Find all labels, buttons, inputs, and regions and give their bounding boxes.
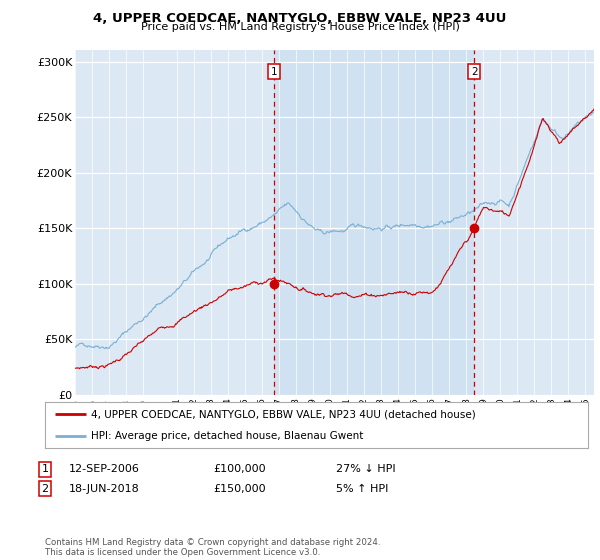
- Text: 5% ↑ HPI: 5% ↑ HPI: [336, 484, 388, 494]
- Text: Price paid vs. HM Land Registry's House Price Index (HPI): Price paid vs. HM Land Registry's House …: [140, 22, 460, 32]
- Text: 18-JUN-2018: 18-JUN-2018: [69, 484, 140, 494]
- Text: Contains HM Land Registry data © Crown copyright and database right 2024.
This d: Contains HM Land Registry data © Crown c…: [45, 538, 380, 557]
- Text: 1: 1: [41, 464, 49, 474]
- Text: HPI: Average price, detached house, Blaenau Gwent: HPI: Average price, detached house, Blae…: [91, 431, 364, 441]
- Text: 4, UPPER COEDCAE, NANTYGLO, EBBW VALE, NP23 4UU: 4, UPPER COEDCAE, NANTYGLO, EBBW VALE, N…: [94, 12, 506, 25]
- Bar: [274, 50, 474, 395]
- Text: 2: 2: [471, 67, 478, 77]
- Text: 2: 2: [41, 484, 49, 494]
- Text: £150,000: £150,000: [213, 484, 266, 494]
- Text: 1: 1: [271, 67, 277, 77]
- Text: 27% ↓ HPI: 27% ↓ HPI: [336, 464, 395, 474]
- Text: 12-SEP-2006: 12-SEP-2006: [69, 464, 140, 474]
- Text: 4, UPPER COEDCAE, NANTYGLO, EBBW VALE, NP23 4UU (detached house): 4, UPPER COEDCAE, NANTYGLO, EBBW VALE, N…: [91, 409, 476, 419]
- Text: £100,000: £100,000: [213, 464, 266, 474]
